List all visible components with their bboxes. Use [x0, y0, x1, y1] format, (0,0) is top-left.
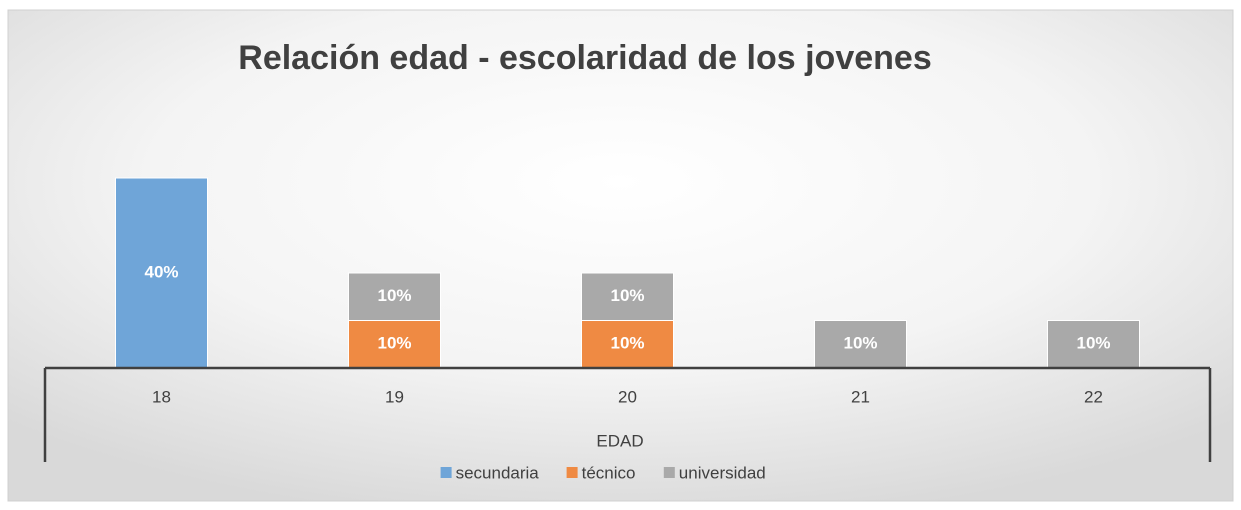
data-label: 10% [610, 286, 644, 305]
bar-segment [1047, 320, 1140, 369]
legend-swatch [566, 467, 578, 478]
data-label: 10% [610, 334, 644, 353]
legend-swatch [663, 467, 675, 478]
x-tick-label: 19 [385, 387, 404, 406]
bar-segment [115, 177, 208, 369]
x-tick-label: 18 [152, 387, 171, 406]
legend-swatch [440, 467, 452, 478]
data-label: 10% [843, 334, 877, 353]
bar-segment [348, 272, 441, 321]
bar-segment [581, 272, 674, 321]
chart-area [7, 9, 1234, 502]
legend-label: técnico [582, 463, 636, 482]
x-tick-label: 22 [1084, 387, 1103, 406]
chart-title: Relación edad - escolaridad de los joven… [238, 39, 931, 77]
data-label: 40% [144, 262, 178, 281]
x-tick-label: 21 [851, 387, 870, 406]
data-label: 10% [377, 286, 411, 305]
legend-label: universidad [679, 463, 766, 482]
x-axis-label: EDAD [596, 431, 643, 450]
x-tick-label: 20 [618, 387, 637, 406]
legend-label: secundaria [456, 463, 540, 482]
data-label: 10% [377, 334, 411, 353]
data-label: 10% [1076, 334, 1110, 353]
